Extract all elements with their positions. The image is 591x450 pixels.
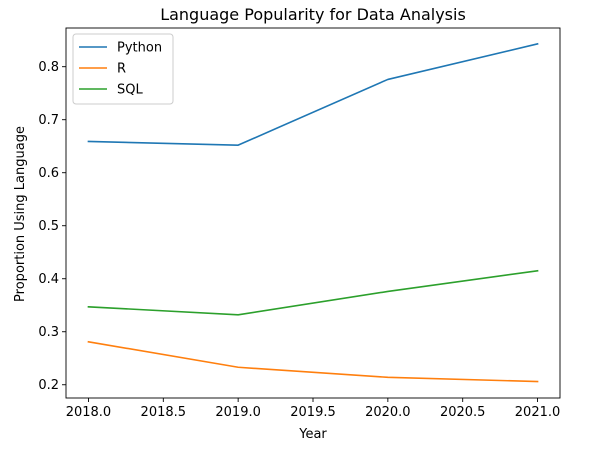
legend-label-python: Python: [117, 41, 162, 56]
x-tick-label: 2020.0: [365, 405, 411, 420]
x-tick-label: 2020.5: [440, 405, 486, 420]
y-tick-label: 0.6: [38, 166, 59, 181]
y-tick-label: 0.7: [38, 113, 59, 128]
x-tick-label: 2019.0: [215, 405, 261, 420]
x-tick-label: 2018.5: [141, 405, 187, 420]
series-line-python: [87, 42, 539, 146]
plot-area: 2018.0 2018.5 2019.0 2019.5 2020.0 2020.5 2021…: [38, 27, 561, 420]
y-tick-label: 0.4: [38, 272, 59, 287]
y-axis-label: Proportion Using Language: [13, 126, 28, 302]
y-tick-label: 0.8: [38, 60, 59, 75]
x-tick-label: 2019.5: [290, 405, 336, 420]
legend-label-sql: SQL: [117, 83, 143, 98]
chart-title: Language Popularity for Data Analysis: [160, 5, 466, 24]
series-line-r: [87, 340, 539, 383]
legend-box: [72, 33, 174, 105]
x-axis-label: Year: [298, 427, 327, 442]
legend-label-r: R: [117, 62, 126, 77]
y-tick-label: 0.3: [38, 325, 59, 340]
y-tick-label: 0.5: [38, 219, 59, 234]
series-line-sql: [87, 269, 539, 316]
x-tick-label: 2021.0: [515, 405, 561, 420]
y-tick-label: 0.2: [38, 378, 59, 393]
x-tick-label: 2018.0: [66, 405, 112, 420]
